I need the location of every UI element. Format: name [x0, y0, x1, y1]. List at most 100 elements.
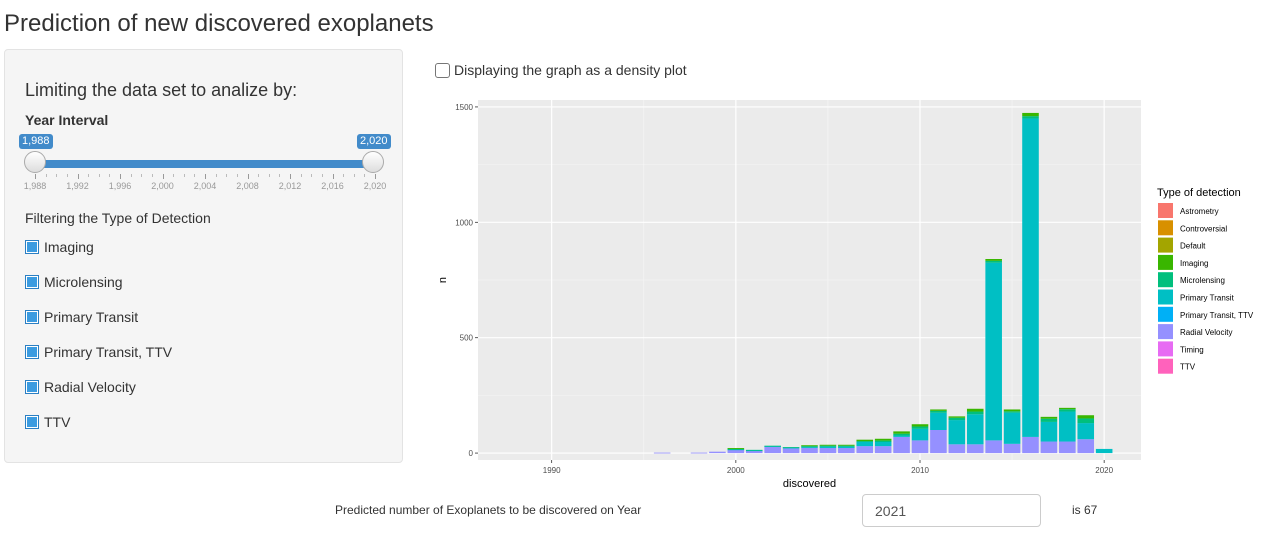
checkbox-box[interactable] [25, 275, 39, 289]
prediction-label: Predicted number of Exoplanets to be dis… [335, 503, 642, 517]
slider-major-tick [77, 174, 79, 179]
bar-segment [745, 450, 763, 452]
bar-segment [801, 445, 818, 447]
slider-minor-tick [98, 174, 100, 177]
slider-tick-label: 1,996 [108, 181, 132, 191]
bar-segment [1059, 407, 1076, 410]
checkbox-ttv[interactable]: TTV [25, 412, 70, 432]
bar-segment [1022, 118, 1039, 437]
density-plot-toggle[interactable]: Displaying the graph as a density plot [435, 62, 687, 78]
slider-minor-tick [173, 174, 175, 177]
bar-segment [1040, 418, 1058, 422]
legend-swatch [1158, 358, 1173, 374]
legend-swatch [1158, 324, 1173, 340]
bar-segment [838, 444, 855, 446]
slider-tick-label: 1,988 [23, 181, 47, 191]
bar-segment [801, 448, 818, 454]
checkbox-check-mark [27, 347, 37, 357]
slider-minor-tick [109, 174, 111, 177]
prediction-year-input[interactable] [862, 494, 1041, 527]
checkbox-label: Primary Transit, TTV [44, 344, 173, 360]
slider-tick-label: 2,008 [236, 181, 259, 191]
legend-label: Microlensing [1180, 276, 1225, 285]
bar-segment [856, 439, 874, 442]
sidebar-heading: Limiting the data set to analize by: [25, 80, 298, 100]
checkbox-check-mark [27, 417, 37, 427]
checkbox-radial-velocity[interactable]: Radial Velocity [25, 377, 136, 397]
checkbox-primary-transit-ttv[interactable]: Primary Transit, TTV [25, 342, 172, 362]
bar-segment [893, 431, 910, 434]
x-tick-label: 2010 [911, 466, 929, 475]
checkbox-primary-transit[interactable]: Primary Transit [25, 307, 138, 327]
checkbox-box[interactable] [25, 240, 39, 254]
bar-segment [893, 435, 910, 437]
page-title: Prediction of new discovered exoplanets [4, 10, 434, 37]
bar-segment [874, 442, 892, 447]
slider-tick-label: 2,000 [151, 181, 174, 191]
slider-selected-range[interactable] [35, 160, 379, 168]
slider-minor-tick [343, 174, 345, 177]
y-tick-label: 1500 [455, 103, 473, 112]
bar-segment [874, 438, 892, 441]
checkbox-box[interactable] [25, 345, 39, 359]
bar-segment [1077, 415, 1095, 419]
bar-segment [911, 440, 929, 454]
slider-minor-tick [268, 174, 270, 177]
legend-label: Default [1180, 242, 1206, 251]
bar-segment [1022, 112, 1039, 117]
bar-segment [1003, 411, 1021, 413]
slider-minor-tick [226, 174, 228, 177]
legend-swatch [1158, 237, 1173, 253]
legend-title: Type of detection [1157, 187, 1241, 199]
slider-minor-tick [66, 174, 68, 177]
slider-minor-tick [141, 174, 143, 177]
density-checkbox[interactable] [435, 62, 450, 78]
legend-label: Radial Velocity [1180, 328, 1232, 337]
bar-segment [911, 424, 929, 427]
bar-segment [801, 446, 818, 448]
slider-minor-tick [183, 174, 185, 177]
bar-segment [838, 445, 855, 447]
slider-minor-tick [353, 174, 355, 177]
slider-major-tick [375, 174, 376, 179]
bar-segment [1095, 448, 1113, 454]
slider-from-handle[interactable] [24, 151, 46, 173]
bar-segment [966, 414, 984, 445]
checkbox-imaging[interactable]: Imaging [25, 237, 94, 257]
slider-minor-tick [194, 174, 196, 177]
bar-segment [819, 446, 837, 448]
checkbox-microlensing[interactable]: Microlensing [25, 272, 123, 292]
legend-swatch [1158, 220, 1173, 236]
bar-segment [893, 433, 910, 436]
bar-segment [948, 417, 966, 421]
slider-minor-tick [364, 174, 366, 177]
bar-segment [966, 411, 984, 415]
slider-minor-tick [311, 174, 313, 177]
checkbox-label: Radial Velocity [44, 379, 136, 395]
bar-segment [985, 440, 1002, 454]
sidebar-panel: Limiting the data set to analize by: Yea… [4, 49, 403, 463]
checkbox-box[interactable] [25, 415, 39, 429]
checkbox-check-mark [27, 382, 37, 392]
bar-segment [856, 442, 874, 447]
year-range-slider[interactable]: 1,988 2,020 1,988 1,992 1,996 2,000 2,004 2,0… [19, 134, 391, 194]
checkbox-box[interactable] [25, 310, 39, 324]
bar-segment [948, 444, 966, 454]
slider-minor-tick [236, 174, 238, 177]
slider-minor-tick [300, 174, 302, 177]
slider-minor-tick [258, 174, 260, 177]
prediction-result: is 67 [1072, 503, 1098, 517]
bar-segment [948, 420, 966, 445]
slider-to-handle[interactable] [362, 151, 384, 173]
checkbox-label: Microlensing [44, 274, 123, 290]
checkbox-box[interactable] [25, 380, 39, 394]
bar-segment [745, 449, 763, 451]
bar-segment [801, 447, 818, 448]
bar-segment [819, 445, 837, 447]
checkbox-check-mark [27, 277, 37, 287]
bar-segment [1040, 416, 1058, 419]
bar-segment [819, 444, 837, 446]
bar-segment [985, 259, 1002, 261]
legend-label: Primary Transit [1180, 294, 1235, 303]
x-tick-label: 1990 [543, 466, 561, 475]
